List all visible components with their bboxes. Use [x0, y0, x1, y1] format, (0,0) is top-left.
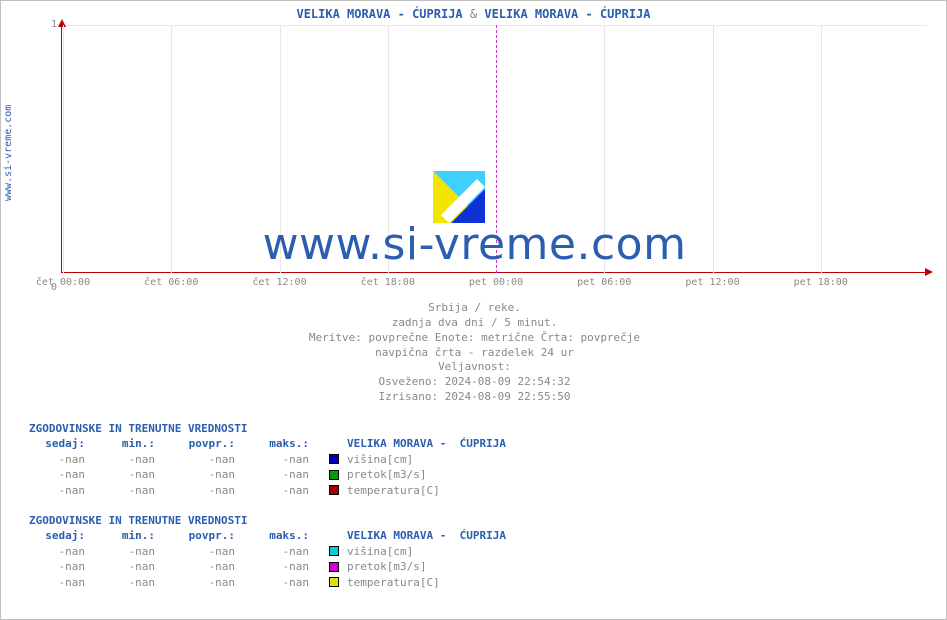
- caption-line-4: navpična črta - razdelek 24 ur: [1, 346, 947, 361]
- station-name: VELIKA MORAVA - ĆUPRIJA: [341, 436, 506, 451]
- stats-table: ZGODOVINSKE IN TRENUTNE VREDNOSTIsedaj:m…: [29, 421, 919, 499]
- source-url-side: www.si-vreme.com: [3, 105, 14, 201]
- series-swatch-icon: [329, 485, 339, 495]
- series-swatch-icon: [329, 454, 339, 464]
- table-column-headers: sedaj:min.:povpr.:maks.: VELIKA MORAVA - …: [29, 436, 919, 451]
- series-label: temperatura[C]: [341, 483, 440, 498]
- val-maks: -nan: [235, 467, 309, 482]
- title-ampersand: &: [463, 7, 485, 21]
- day-divider: [496, 25, 497, 273]
- series-label: temperatura[C]: [341, 575, 440, 590]
- caption-line-2: zadnja dva dni / 5 minut.: [1, 316, 947, 331]
- table-row: -nan-nan-nan-nanpretok[m3/s]: [29, 467, 919, 483]
- col-maks: maks.:: [235, 528, 309, 543]
- xtick-label: pet 00:00: [469, 277, 523, 288]
- xtick-label: čet 18:00: [361, 277, 415, 288]
- table-row: -nan-nan-nan-nantemperatura[C]: [29, 483, 919, 499]
- caption-line-1: Srbija / reke.: [1, 301, 947, 316]
- chart-caption: Srbija / reke. zadnja dva dni / 5 minut.…: [1, 301, 947, 405]
- table-row: -nan-nan-nan-nanvišina[cm]: [29, 544, 919, 560]
- table-title: ZGODOVINSKE IN TRENUTNE VREDNOSTI: [29, 421, 919, 436]
- col-min: min.:: [85, 436, 155, 451]
- xgrid: [280, 25, 281, 273]
- col-sedaj: sedaj:: [29, 528, 85, 543]
- series-swatch-icon: [329, 562, 339, 572]
- xgrid: [388, 25, 389, 273]
- val-sedaj: -nan: [29, 452, 85, 467]
- caption-line-7: Izrisano: 2024-08-09 22:55:50: [1, 390, 947, 405]
- xtick-label: čet 00:00: [36, 277, 90, 288]
- val-min: -nan: [85, 575, 155, 590]
- table-row: -nan-nan-nan-nantemperatura[C]: [29, 575, 919, 591]
- series-label: pretok[m3/s]: [341, 559, 426, 574]
- title-station-b: VELIKA MORAVA - ĆUPRIJA: [484, 7, 650, 21]
- val-povpr: -nan: [155, 467, 235, 482]
- caption-line-3: Meritve: povprečne Enote: metrične Črta:…: [1, 331, 947, 346]
- series-label: višina[cm]: [341, 544, 413, 559]
- val-maks: -nan: [235, 452, 309, 467]
- val-maks: -nan: [235, 575, 309, 590]
- val-povpr: -nan: [155, 575, 235, 590]
- caption-line-6: Osveženo: 2024-08-09 22:54:32: [1, 375, 947, 390]
- site-logo-icon: [433, 171, 485, 223]
- chart-area: 0 1 čet 00:00čet 06:00čet 12:00čet 18:00…: [47, 25, 927, 287]
- val-povpr: -nan: [155, 452, 235, 467]
- val-maks: -nan: [235, 559, 309, 574]
- series-label: pretok[m3/s]: [341, 467, 426, 482]
- val-sedaj: -nan: [29, 467, 85, 482]
- val-sedaj: -nan: [29, 559, 85, 574]
- val-maks: -nan: [235, 544, 309, 559]
- series-swatch-icon: [329, 546, 339, 556]
- xtick-label: pet 06:00: [577, 277, 631, 288]
- plot-region: [61, 25, 927, 273]
- col-povpr: povpr.:: [155, 436, 235, 451]
- xtick-label: čet 12:00: [252, 277, 306, 288]
- table-title: ZGODOVINSKE IN TRENUTNE VREDNOSTI: [29, 513, 919, 528]
- col-min: min.:: [85, 528, 155, 543]
- table-column-headers: sedaj:min.:povpr.:maks.: VELIKA MORAVA - …: [29, 528, 919, 543]
- table-row: -nan-nan-nan-nanpretok[m3/s]: [29, 559, 919, 575]
- val-sedaj: -nan: [29, 575, 85, 590]
- val-maks: -nan: [235, 483, 309, 498]
- stats-table: ZGODOVINSKE IN TRENUTNE VREDNOSTIsedaj:m…: [29, 513, 919, 591]
- val-min: -nan: [85, 467, 155, 482]
- val-min: -nan: [85, 483, 155, 498]
- val-sedaj: -nan: [29, 544, 85, 559]
- val-min: -nan: [85, 559, 155, 574]
- val-min: -nan: [85, 544, 155, 559]
- val-sedaj: -nan: [29, 483, 85, 498]
- xtick-label: čet 06:00: [144, 277, 198, 288]
- val-povpr: -nan: [155, 483, 235, 498]
- title-station-a: VELIKA MORAVA - ĆUPRIJA: [296, 7, 462, 21]
- chart-title: VELIKA MORAVA - ĆUPRIJA & VELIKA MORAVA …: [1, 1, 946, 21]
- series-swatch-icon: [329, 470, 339, 480]
- col-sedaj: sedaj:: [29, 436, 85, 451]
- xgrid: [821, 25, 822, 273]
- table-row: -nan-nan-nan-nanvišina[cm]: [29, 452, 919, 468]
- xtick-label: pet 12:00: [685, 277, 739, 288]
- val-povpr: -nan: [155, 559, 235, 574]
- caption-line-5: Veljavnost:: [1, 360, 947, 375]
- xgrid: [63, 25, 64, 273]
- ytick-1: 1: [45, 19, 57, 30]
- series-swatch-icon: [329, 577, 339, 587]
- col-maks: maks.:: [235, 436, 309, 451]
- data-tables: ZGODOVINSKE IN TRENUTNE VREDNOSTIsedaj:m…: [29, 421, 919, 605]
- series-label: višina[cm]: [341, 452, 413, 467]
- xtick-label: pet 18:00: [794, 277, 848, 288]
- val-min: -nan: [85, 452, 155, 467]
- xgrid: [171, 25, 172, 273]
- xgrid: [713, 25, 714, 273]
- col-povpr: povpr.:: [155, 528, 235, 543]
- station-name: VELIKA MORAVA - ĆUPRIJA: [341, 528, 506, 543]
- val-povpr: -nan: [155, 544, 235, 559]
- xgrid: [604, 25, 605, 273]
